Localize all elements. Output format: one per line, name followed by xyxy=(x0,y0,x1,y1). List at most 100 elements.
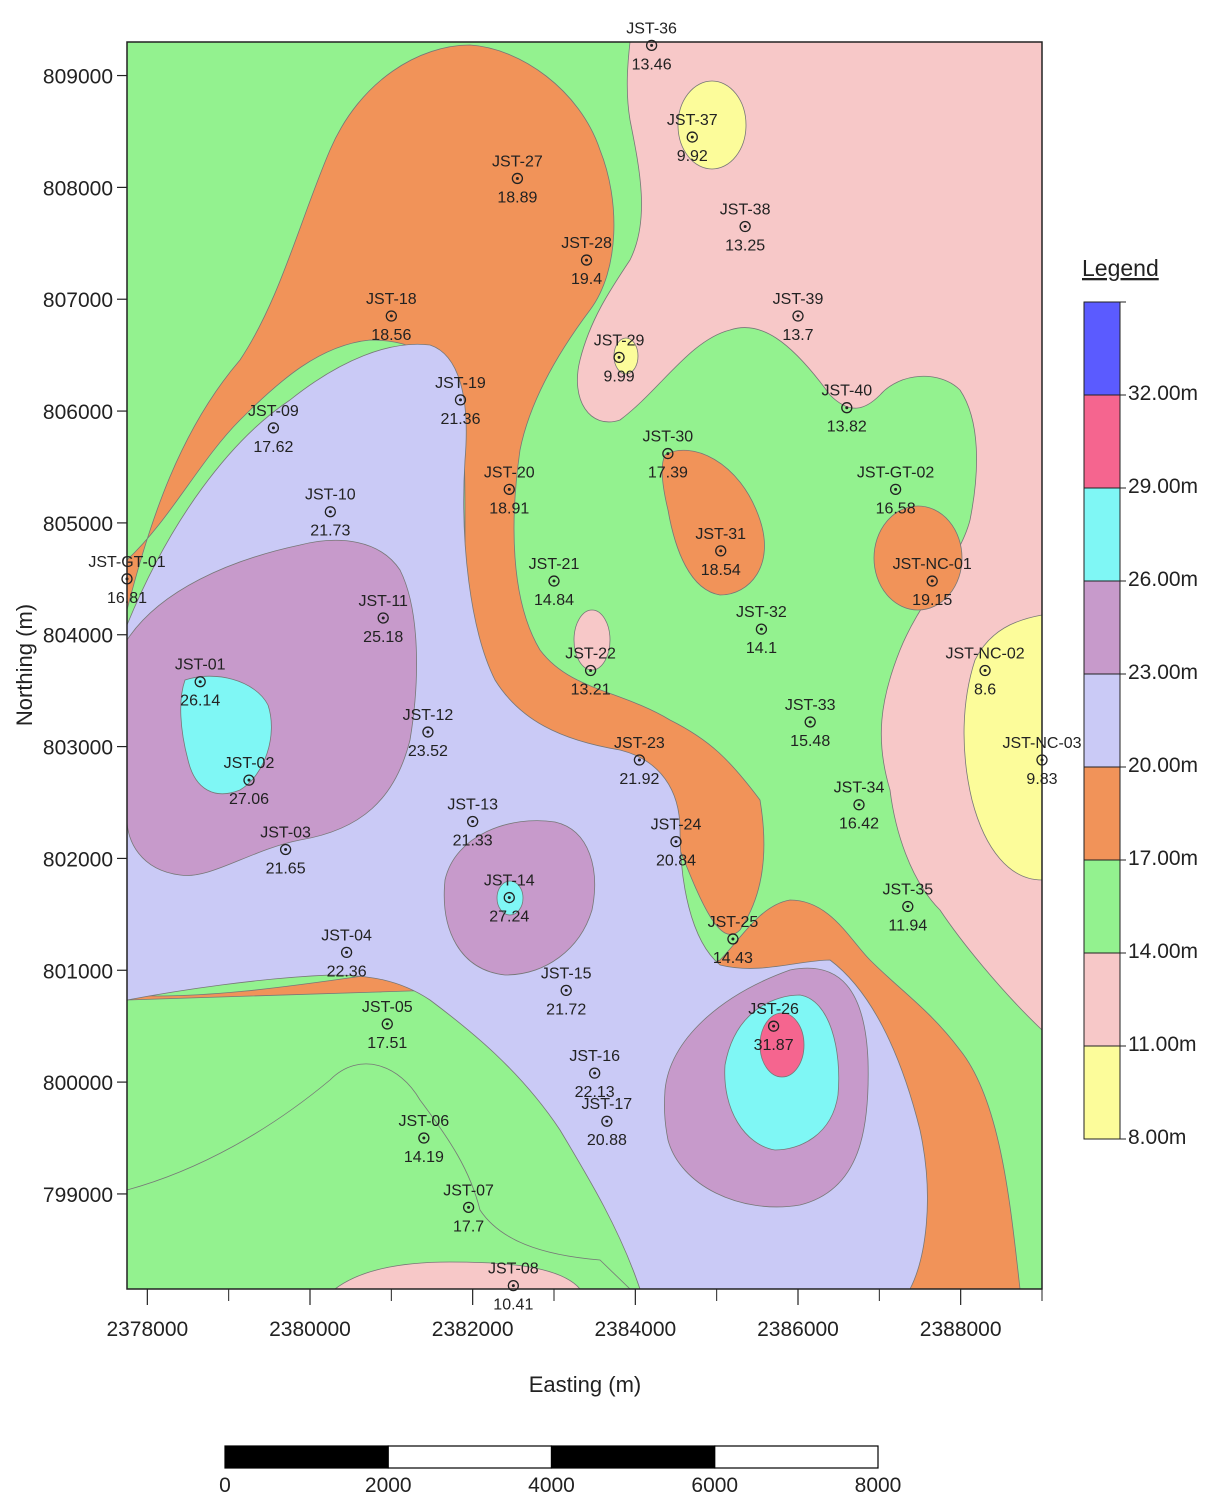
well-jst-08[interactable]: JST-08 10.41 xyxy=(488,1261,539,1314)
well-name: JST-40 xyxy=(821,383,872,400)
well-name: JST-23 xyxy=(614,735,665,752)
well-jst-gt-01[interactable]: JST-GT-01 16.81 xyxy=(88,554,165,607)
well-jst-01[interactable]: JST-01 26.14 xyxy=(175,657,226,710)
well-name: JST-11 xyxy=(358,593,408,610)
well-name: JST-GT-02 xyxy=(857,464,934,481)
well-jst-06[interactable]: JST-06 14.19 xyxy=(399,1113,450,1166)
well-jst-gt-02[interactable]: JST-GT-02 16.58 xyxy=(857,464,934,517)
scale-label: 0 xyxy=(219,1474,231,1497)
well-value: 17.51 xyxy=(367,1035,407,1052)
well-jst-12[interactable]: JST-12 23.52 xyxy=(403,707,454,760)
well-marker-icon xyxy=(853,799,865,811)
well-jst-40[interactable]: JST-40 13.82 xyxy=(821,383,872,436)
y-tick-label: 802000 xyxy=(43,848,113,871)
well-marker-dot xyxy=(564,988,568,992)
well-jst-28[interactable]: JST-28 19.4 xyxy=(561,235,612,288)
scale-segment xyxy=(714,1445,879,1469)
well-jst-26[interactable]: JST-26 31.87 xyxy=(748,1001,799,1054)
well-marker-icon xyxy=(381,1018,393,1030)
well-jst-30[interactable]: JST-30 17.39 xyxy=(643,429,694,482)
well-jst-23[interactable]: JST-23 21.92 xyxy=(614,735,665,788)
well-value: 14.1 xyxy=(746,640,777,657)
y-tick-label: 803000 xyxy=(43,737,113,760)
well-jst-07[interactable]: JST-07 17.7 xyxy=(443,1182,494,1235)
map-frame xyxy=(126,41,1043,1290)
well-marker-icon xyxy=(548,575,560,587)
well-name: JST-NC-01 xyxy=(893,556,972,573)
well-name: JST-26 xyxy=(748,1001,799,1018)
well-marker-dot xyxy=(593,1071,597,1075)
well-name: JST-07 xyxy=(443,1182,494,1199)
well-marker-dot xyxy=(422,1136,426,1140)
well-value: 20.84 xyxy=(656,853,696,870)
well-jst-24[interactable]: JST-24 20.84 xyxy=(651,817,702,870)
well-jst-27[interactable]: JST-27 18.89 xyxy=(492,153,543,206)
well-jst-09[interactable]: JST-09 17.62 xyxy=(248,403,299,456)
well-jst-22[interactable]: JST-22 13.21 xyxy=(565,646,616,699)
well-marker-dot xyxy=(458,398,462,402)
well-marker-icon xyxy=(503,483,515,496)
well-jst-nc-02[interactable]: JST-NC-02 8.6 xyxy=(946,646,1025,699)
well-jst-31[interactable]: JST-31 18.54 xyxy=(695,526,746,579)
well-jst-13[interactable]: JST-13 21.33 xyxy=(447,797,498,850)
y-tick-label: 800000 xyxy=(43,1072,113,1095)
well-marker-icon xyxy=(507,1279,519,1292)
well-jst-18[interactable]: JST-18 18.56 xyxy=(366,291,417,344)
well-name: JST-22 xyxy=(565,646,616,663)
well-jst-05[interactable]: JST-05 17.51 xyxy=(362,999,413,1052)
well-jst-38[interactable]: JST-38 13.25 xyxy=(720,202,771,255)
well-marker-icon xyxy=(979,664,991,677)
well-marker-dot xyxy=(381,616,385,620)
well-name: JST-32 xyxy=(736,604,787,621)
well-jst-11[interactable]: JST-11 25.18 xyxy=(358,593,408,646)
well-jst-32[interactable]: JST-32 14.1 xyxy=(736,604,787,657)
well-jst-34[interactable]: JST-34 16.42 xyxy=(834,780,885,833)
well-jst-14[interactable]: JST-14 27.24 xyxy=(484,873,535,926)
well-jst-37[interactable]: JST-37 9.92 xyxy=(667,112,718,165)
well-jst-17[interactable]: JST-17 20.88 xyxy=(582,1096,633,1149)
well-marker-dot xyxy=(585,258,589,262)
well-marker-icon xyxy=(686,131,698,143)
well-marker-icon xyxy=(462,1201,475,1214)
well-marker-icon xyxy=(194,676,206,688)
well-jst-21[interactable]: JST-21 14.84 xyxy=(529,556,580,609)
well-jst-03[interactable]: JST-03 21.65 xyxy=(260,824,311,877)
well-jst-36[interactable]: JST-36 13.46 xyxy=(626,20,677,73)
well-marker-dot xyxy=(589,669,593,673)
well-jst-33[interactable]: JST-33 15.48 xyxy=(785,697,836,750)
well-jst-39[interactable]: JST-39 13.7 xyxy=(773,291,824,344)
well-marker-icon xyxy=(560,984,572,997)
well-jst-29[interactable]: JST-29 9.99 xyxy=(594,332,645,385)
well-jst-02[interactable]: JST-02 27.06 xyxy=(224,755,275,808)
well-name: JST-17 xyxy=(582,1096,633,1113)
zone-yellow-jst37 xyxy=(677,80,747,170)
well-name: JST-39 xyxy=(773,291,824,308)
well-value: 9.92 xyxy=(677,148,708,165)
well-marker-icon xyxy=(767,1020,780,1032)
well-jst-04[interactable]: JST-04 22.36 xyxy=(321,927,372,980)
well-jst-19[interactable]: JST-19 21.36 xyxy=(435,375,486,428)
legend-swatch xyxy=(1083,766,1121,861)
well-value: 13.25 xyxy=(725,238,765,255)
y-tick-label: 799000 xyxy=(43,1184,113,1207)
well-jst-35[interactable]: JST-35 11.94 xyxy=(882,882,933,935)
well-marker-dot xyxy=(808,720,812,724)
legend-swatch xyxy=(1083,580,1121,675)
legend-swatch xyxy=(1083,673,1121,768)
well-value: 16.42 xyxy=(839,816,879,833)
well-jst-16[interactable]: JST-16 22.13 xyxy=(569,1048,620,1101)
well-marker-icon xyxy=(926,575,938,587)
well-marker-dot xyxy=(930,579,934,583)
well-jst-nc-01[interactable]: JST-NC-01 19.15 xyxy=(893,556,972,609)
well-jst-20[interactable]: JST-20 18.91 xyxy=(484,464,535,517)
well-marker-icon xyxy=(727,933,739,945)
well-marker-icon xyxy=(243,774,255,786)
well-jst-15[interactable]: JST-15 21.72 xyxy=(541,965,592,1018)
well-name: JST-21 xyxy=(529,556,580,573)
well-jst-25[interactable]: JST-25 14.43 xyxy=(708,914,759,967)
zone-orange-jstnc01 xyxy=(873,505,963,611)
well-jst-nc-03[interactable]: JST-NC-03 9.83 xyxy=(1002,735,1081,788)
well-marker-dot xyxy=(674,840,678,844)
well-marker-dot xyxy=(552,579,556,583)
well-jst-10[interactable]: JST-10 21.73 xyxy=(305,487,356,540)
